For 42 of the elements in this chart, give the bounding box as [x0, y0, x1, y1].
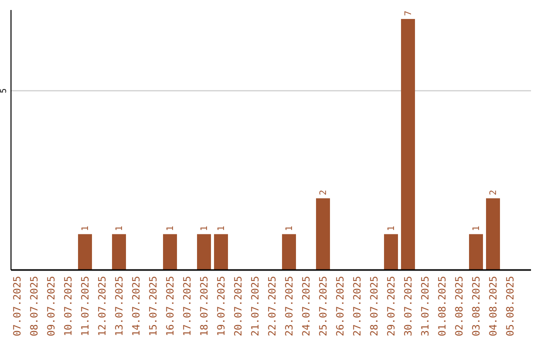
x-tick-label: 24.07.2025	[302, 276, 312, 336]
x-tick-label: 17.07.2025	[182, 276, 194, 336]
x-tick-label: 10.07.2025	[64, 276, 74, 336]
x-tick-label: 07.07.2025	[12, 276, 24, 336]
x-tick-label: 25.07.2025	[318, 276, 330, 336]
x-tick-label: 27.07.2025	[352, 276, 364, 336]
x-tick-label: 30.07.2025	[404, 276, 414, 336]
x-tick-label: 19.07.2025	[216, 276, 228, 336]
data-label: 1	[285, 226, 295, 232]
x-tick-label: 31.07.2025	[420, 276, 432, 336]
x-tick-label: 13.07.2025	[114, 276, 126, 336]
data-label: 1	[166, 226, 176, 232]
x-tick-label: 14.07.2025	[132, 276, 142, 336]
data-label: 1	[200, 226, 210, 232]
x-tick-label: 12.07.2025	[98, 276, 108, 336]
x-tick-label: 22.07.2025	[268, 276, 278, 336]
data-label: 7	[404, 10, 414, 16]
x-tick-label: 11.07.2025	[80, 276, 92, 336]
x-tick-label: 15.07.2025	[148, 276, 160, 336]
x-tick-label: 28.07.2025	[370, 276, 380, 336]
data-label: 1	[81, 226, 91, 232]
y-tick-label: 5	[0, 88, 8, 94]
x-tick-label: 26.07.2025	[336, 276, 346, 336]
x-tick-label: 02.08.2025	[454, 276, 466, 336]
data-label: 1	[387, 226, 397, 232]
data-label: 2	[489, 190, 499, 196]
x-tick-label: 18.07.2025	[200, 276, 210, 336]
x-tick-label: 04.08.2025	[488, 276, 500, 336]
x-tick-label: 05.08.2025	[506, 276, 516, 336]
data-label: 1	[217, 226, 227, 232]
x-tick-label: 21.07.2025	[250, 276, 262, 336]
x-tick-label: 23.07.2025	[284, 276, 296, 336]
data-label: 1	[472, 226, 482, 232]
x-tick-label: 01.08.2025	[438, 276, 448, 336]
x-tick-label: 09.07.2025	[46, 276, 58, 336]
x-tick-label: 03.08.2025	[472, 276, 482, 336]
data-label: 1	[115, 226, 125, 232]
x-tick-label: 08.07.2025	[30, 276, 40, 336]
x-tick-label: 20.07.2025	[234, 276, 244, 336]
data-label: 2	[319, 190, 329, 196]
x-tick-label: 29.07.2025	[386, 276, 398, 336]
x-tick-label: 16.07.2025	[166, 276, 176, 336]
